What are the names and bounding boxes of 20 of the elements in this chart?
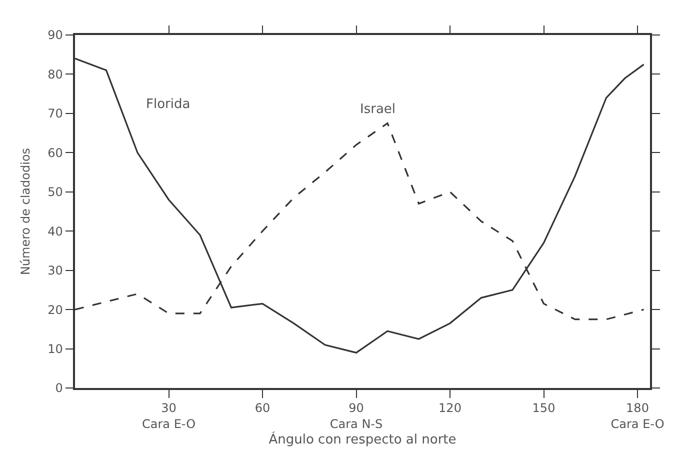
- x-tick-label: 120: [438, 401, 462, 416]
- y-tick-label: 50: [48, 185, 63, 200]
- x-tick-label: 180 Cara E-O: [610, 401, 664, 431]
- y-tick-label: 10: [48, 342, 63, 356]
- x-tick-label: 60: [254, 401, 270, 416]
- y-tick-label: 40: [48, 224, 63, 238]
- y-tick-label: 30: [48, 264, 63, 278]
- y-tick-label: 70: [48, 106, 63, 121]
- y-axis-title: Número de cladodios: [18, 148, 32, 276]
- series-label: Florida: [146, 97, 190, 112]
- x-tick-label: 150: [532, 401, 556, 416]
- x-tick-label: 30 Cara E-O: [142, 401, 196, 431]
- series-label: Israel: [360, 102, 396, 117]
- y-tick-label: 90: [48, 28, 63, 42]
- x-tick-label: 90 Cara N-S: [330, 401, 383, 431]
- y-tick-label: 0: [55, 381, 63, 396]
- y-tick-label: 60: [48, 146, 63, 160]
- x-axis-title: Ángulo con respecto al norte: [268, 430, 456, 448]
- y-tick-label: 80: [48, 67, 63, 82]
- y-tick-label: 20: [48, 302, 63, 317]
